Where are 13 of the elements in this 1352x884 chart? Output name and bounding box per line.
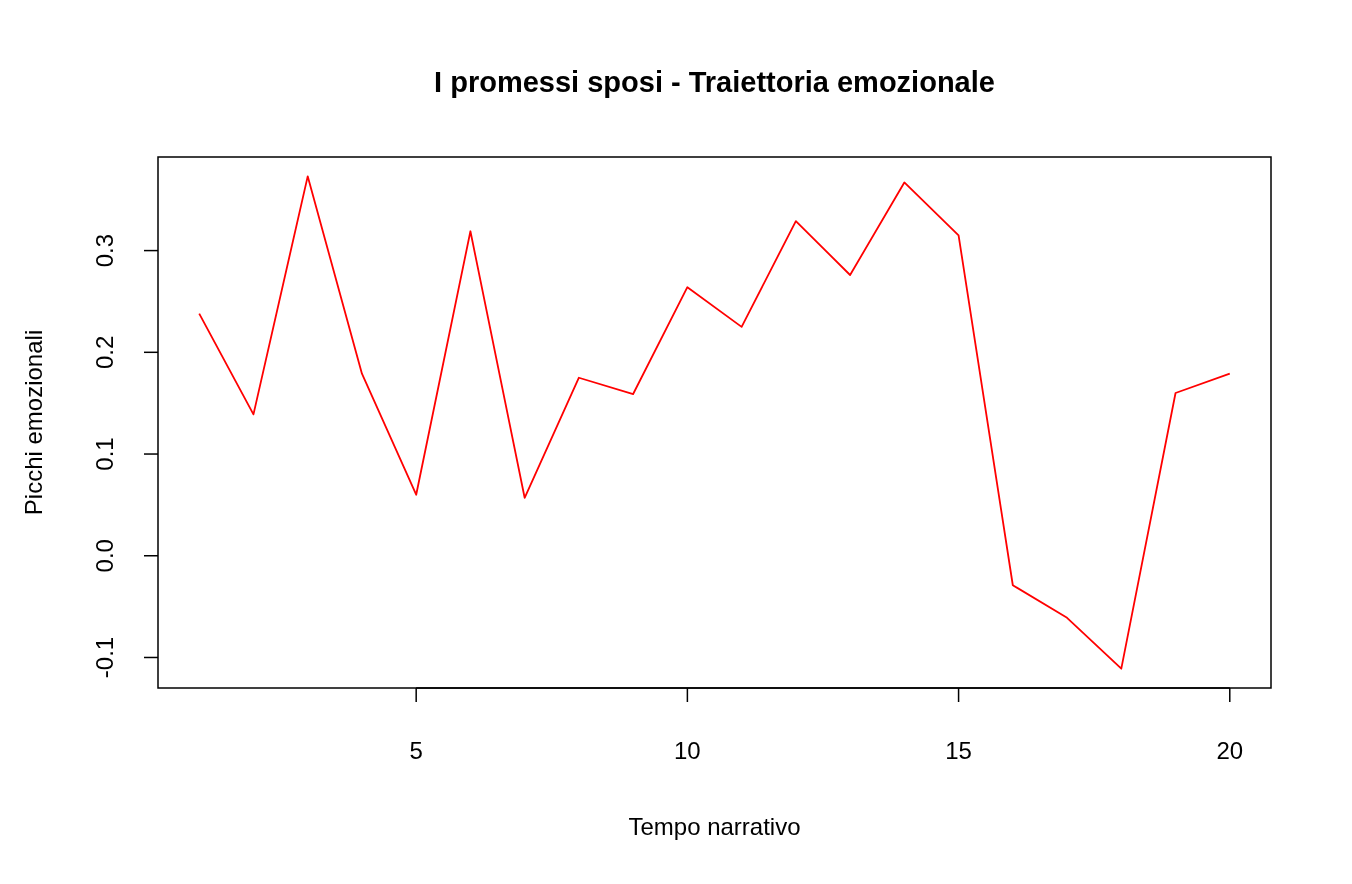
y-tick-label: 0.3 [91, 233, 118, 268]
x-tick-label: 20 [1216, 737, 1244, 764]
y-tick-label: -0.1 [91, 636, 118, 679]
y-tick-label: 0.1 [91, 437, 118, 471]
y-tick-label: 0.0 [91, 539, 118, 573]
x-tick-label: 10 [674, 737, 701, 764]
y-axis-title: Picchi emozionali [20, 329, 47, 516]
chart-title: I promessi sposi - Traiettoria emozionale [434, 66, 995, 98]
x-axis-title: Tempo narrativo [628, 813, 801, 840]
line-series [198, 175, 1231, 670]
y-tick-label: 0.2 [91, 335, 118, 369]
x-tick-label: 15 [945, 737, 972, 764]
x-tick-label: 5 [409, 737, 423, 764]
